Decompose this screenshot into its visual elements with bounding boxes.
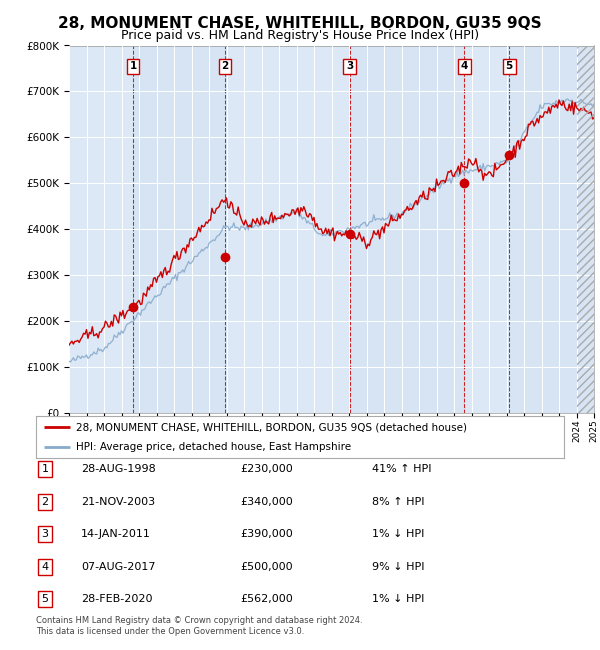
Text: Price paid vs. HM Land Registry's House Price Index (HPI): Price paid vs. HM Land Registry's House … bbox=[121, 29, 479, 42]
Text: 4: 4 bbox=[461, 61, 468, 71]
Bar bbox=[350, 46, 464, 413]
Text: Contains HM Land Registry data © Crown copyright and database right 2024.
This d: Contains HM Land Registry data © Crown c… bbox=[36, 616, 362, 636]
Text: £562,000: £562,000 bbox=[240, 594, 293, 604]
Text: 28, MONUMENT CHASE, WHITEHILL, BORDON, GU35 9QS (detached house): 28, MONUMENT CHASE, WHITEHILL, BORDON, G… bbox=[76, 422, 467, 432]
Text: 4: 4 bbox=[41, 562, 49, 572]
Bar bbox=[133, 46, 225, 413]
Text: 21-NOV-2003: 21-NOV-2003 bbox=[81, 497, 155, 507]
Text: 14-JAN-2011: 14-JAN-2011 bbox=[81, 529, 151, 539]
Text: 2: 2 bbox=[41, 497, 49, 507]
Text: 41% ↑ HPI: 41% ↑ HPI bbox=[372, 464, 431, 474]
Text: 5: 5 bbox=[41, 594, 49, 604]
Text: 1% ↓ HPI: 1% ↓ HPI bbox=[372, 594, 424, 604]
Text: £500,000: £500,000 bbox=[240, 562, 293, 572]
Text: 28-AUG-1998: 28-AUG-1998 bbox=[81, 464, 156, 474]
Text: 3: 3 bbox=[346, 61, 353, 71]
Text: £230,000: £230,000 bbox=[240, 464, 293, 474]
Bar bbox=[577, 46, 594, 413]
Text: 28, MONUMENT CHASE, WHITEHILL, BORDON, GU35 9QS: 28, MONUMENT CHASE, WHITEHILL, BORDON, G… bbox=[58, 16, 542, 31]
Text: 1% ↓ HPI: 1% ↓ HPI bbox=[372, 529, 424, 539]
Text: 5: 5 bbox=[506, 61, 513, 71]
Text: £390,000: £390,000 bbox=[240, 529, 293, 539]
Bar bbox=[509, 46, 594, 413]
Text: 2: 2 bbox=[221, 61, 229, 71]
Text: 1: 1 bbox=[130, 61, 137, 71]
Text: HPI: Average price, detached house, East Hampshire: HPI: Average price, detached house, East… bbox=[76, 442, 351, 452]
Text: 9% ↓ HPI: 9% ↓ HPI bbox=[372, 562, 425, 572]
Text: 8% ↑ HPI: 8% ↑ HPI bbox=[372, 497, 425, 507]
Text: 1: 1 bbox=[41, 464, 49, 474]
Text: 07-AUG-2017: 07-AUG-2017 bbox=[81, 562, 155, 572]
Text: 3: 3 bbox=[41, 529, 49, 539]
Text: £340,000: £340,000 bbox=[240, 497, 293, 507]
Text: 28-FEB-2020: 28-FEB-2020 bbox=[81, 594, 152, 604]
